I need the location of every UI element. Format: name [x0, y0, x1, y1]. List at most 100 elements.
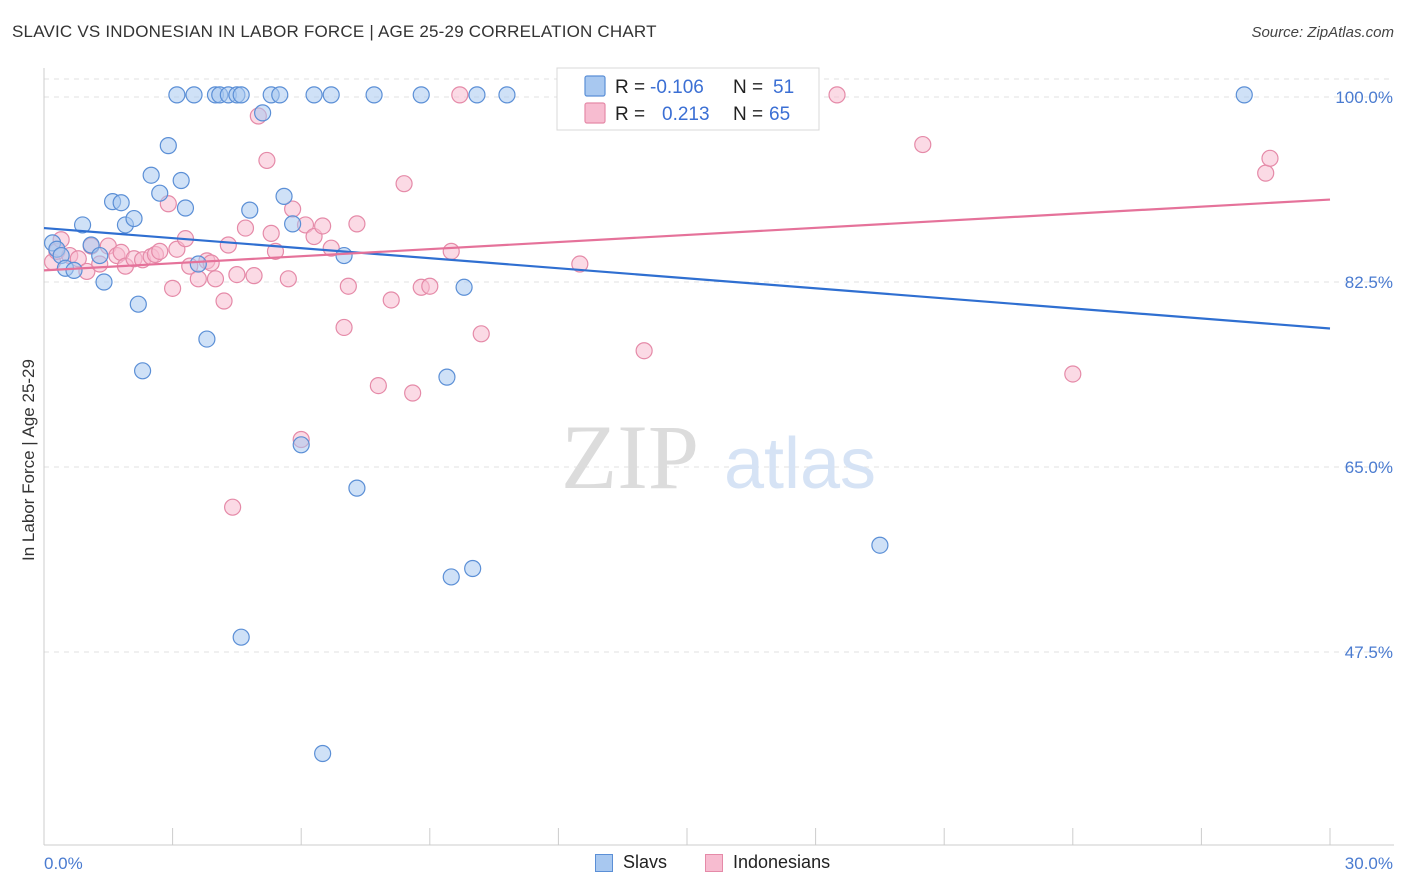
legend-indo-n-value: 65	[769, 104, 790, 125]
indonesians-point-18	[164, 279, 182, 297]
slavs-point-13	[129, 295, 147, 313]
slavs-point-46	[455, 278, 473, 296]
indonesians-point-36	[279, 270, 297, 288]
slavs-point-37	[305, 86, 323, 104]
indonesians-point-46	[369, 377, 387, 395]
slavs-point-38	[314, 744, 332, 763]
slavs-point-16	[151, 184, 169, 202]
indonesians-point-16	[151, 242, 169, 260]
indonesians-point-31	[245, 267, 263, 285]
slavs-trend-line	[43, 226, 1331, 330]
slavs-point-8	[95, 273, 113, 291]
slavs-point-7	[91, 246, 109, 265]
slavs-point-12	[125, 209, 143, 228]
indonesians-point-47	[382, 291, 400, 309]
trend-lines	[43, 198, 1331, 330]
legend-label-slavs: Slavs	[623, 852, 668, 872]
slavs-point-45	[442, 568, 460, 586]
legend-swatch-slavs	[584, 75, 606, 97]
slavs-point-43	[412, 86, 430, 104]
indonesians-point-30	[236, 219, 255, 237]
legend-indo-r-value: 0.213	[662, 104, 710, 125]
indonesians-point-52	[442, 242, 460, 260]
indonesians-point-29	[228, 266, 246, 284]
slavs-point-33	[271, 86, 289, 104]
indonesians-point-60	[1257, 164, 1275, 182]
legend-item-indonesians: Indonesians	[705, 852, 830, 873]
legend-label-indonesians: Indonesians	[733, 852, 831, 872]
slavs-swatch	[595, 853, 613, 872]
indonesians-point-61	[1261, 149, 1279, 167]
indonesians-swatch	[705, 853, 723, 872]
x-tick-label-0: 0.0%	[44, 854, 83, 873]
indonesians-point-42	[322, 239, 340, 257]
slavs-point-44	[438, 368, 456, 386]
y-tick-label-2: 65.0%	[1345, 458, 1393, 477]
slavs-points	[43, 86, 1253, 763]
y-axis-label: In Labor Force | Age 25-29	[19, 359, 38, 561]
y-tick-labels: 100.0% 82.5% 65.0% 47.5%	[1335, 88, 1393, 662]
indonesians-point-58	[914, 135, 932, 154]
slavs-point-20	[176, 199, 195, 217]
y-tick-label-3: 47.5%	[1345, 643, 1393, 662]
slavs-point-4	[65, 261, 83, 279]
y-tick-label-1: 82.5%	[1345, 273, 1393, 292]
legend-indo-n-label: N =	[733, 104, 763, 125]
slavs-point-22	[189, 255, 207, 273]
slavs-point-15	[142, 166, 160, 184]
indonesians-point-49	[404, 384, 422, 402]
slavs-point-21	[185, 86, 203, 104]
series-legend: Slavs Indonesians	[0, 852, 1406, 878]
indonesians-point-53	[451, 86, 469, 104]
watermark-atlas: atlas	[724, 424, 876, 504]
indonesians-point-43	[335, 318, 353, 337]
slavs-point-34	[275, 187, 293, 205]
x-tick-labels: 0.0% 30.0%	[44, 854, 1393, 873]
indonesians-point-28	[224, 498, 242, 516]
legend-slavs-r-label: R =	[615, 77, 645, 98]
legend-indo-r-label: R =	[615, 104, 645, 125]
slavs-point-47	[464, 559, 482, 578]
slavs-point-23	[198, 330, 216, 348]
slavs-point-36	[292, 436, 310, 454]
slavs-point-30	[241, 201, 259, 219]
legend-slavs-n-value: 51	[773, 77, 794, 98]
slavs-point-48	[468, 86, 486, 104]
indonesians-point-25	[206, 270, 225, 288]
slavs-point-50	[871, 536, 889, 554]
slavs-point-19	[172, 171, 190, 190]
indonesians-point-51	[421, 277, 439, 295]
y-tick-label-0: 100.0%	[1335, 88, 1393, 107]
indonesians-point-54	[472, 325, 490, 343]
axes	[43, 68, 1394, 846]
indonesians-point-56	[635, 342, 653, 360]
legend-slavs-r-value: -0.106	[650, 77, 704, 98]
slavs-point-14	[133, 362, 152, 380]
slavs-point-51	[1235, 86, 1253, 104]
indonesians-point-45	[348, 215, 366, 233]
legend-slavs-n-label: N =	[733, 77, 763, 98]
indonesians-point-44	[339, 277, 357, 295]
slavs-point-10	[112, 194, 130, 212]
legend-item-slavs: Slavs	[595, 852, 667, 873]
x-tick-label-1: 30.0%	[1345, 854, 1393, 873]
watermark: ZIP atlas	[561, 406, 876, 508]
watermark-zip: ZIP	[561, 406, 699, 508]
indonesians-point-22	[189, 270, 207, 288]
chart-title: SLAVIC VS INDONESIAN IN LABOR FORCE | AG…	[12, 22, 657, 41]
slavs-point-40	[335, 246, 353, 265]
slavs-point-35	[284, 215, 302, 233]
legend-swatch-indonesians	[584, 102, 606, 124]
slavs-point-49	[498, 86, 516, 104]
indonesians-point-59	[1064, 365, 1082, 383]
indonesians-point-55	[571, 255, 589, 273]
indonesians-point-48	[395, 175, 413, 193]
slavs-point-5	[73, 216, 92, 234]
indonesians-point-41	[314, 217, 332, 235]
slavs-point-39	[322, 86, 340, 104]
indonesians-point-57	[828, 86, 846, 104]
indonesians-point-27	[219, 236, 237, 254]
source-label: Source: ZipAtlas.com	[1251, 24, 1394, 41]
slavs-point-31	[254, 104, 272, 122]
